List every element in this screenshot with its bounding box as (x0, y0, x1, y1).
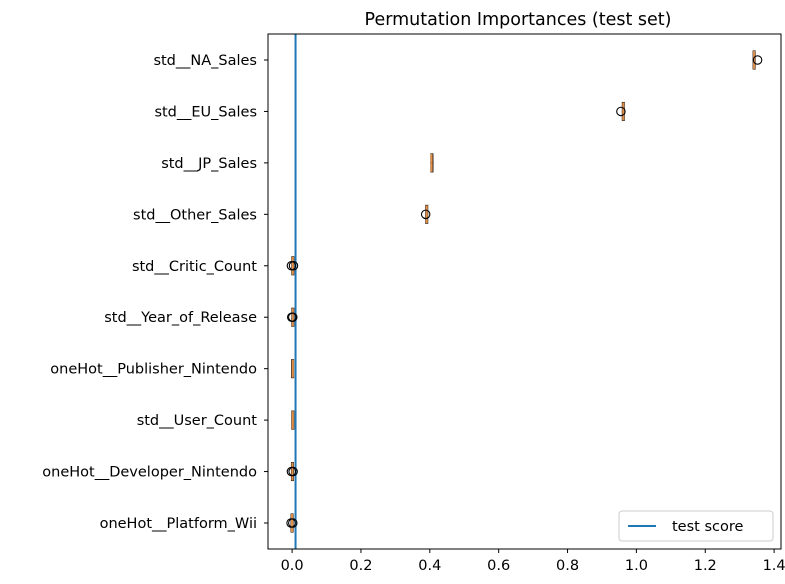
legend: test score (618, 510, 774, 542)
y-tick-label: oneHot__Developer_Nintendo (42, 465, 257, 481)
x-tick-label: 0.8 (556, 558, 579, 574)
x-tick-label: 0.0 (281, 558, 304, 574)
plot-area (286, 34, 763, 549)
box-std-na-sales (752, 50, 763, 70)
x-tick-label: 1.2 (694, 558, 717, 574)
y-tick-label: std__Critic_Count (132, 259, 257, 275)
x-tick-label: 0.2 (349, 558, 372, 574)
outlier-point (752, 55, 763, 65)
box-std-critic-count (286, 256, 299, 276)
legend-box (618, 510, 774, 542)
y-tick-label: std__User_Count (137, 413, 258, 429)
y-tick-label: oneHot__Publisher_Nintendo (50, 362, 257, 378)
y-tick-label: std__Year_of_Release (104, 310, 257, 326)
y-tick-label: std__NA_Sales (153, 53, 257, 69)
box-std-jp-sales (430, 153, 434, 173)
y-tick-label: std__EU_Sales (154, 104, 257, 120)
x-tick-label: 1.0 (625, 558, 648, 574)
outlier-point (288, 261, 299, 271)
box-std-user-count (291, 410, 295, 430)
box-std-eu-sales (616, 101, 626, 121)
legend-label-test-score: test score (672, 519, 743, 535)
box-onehot-platform-wii (286, 513, 298, 533)
outlier-point (288, 466, 298, 477)
box-onehot-developer-nintendo (286, 462, 298, 482)
outlier-point (288, 518, 298, 528)
y-tick-label: oneHot__Platform_Wii (100, 516, 257, 532)
outlier-point (288, 312, 298, 322)
axes-frame (267, 33, 782, 550)
x-tick-label: 1.4 (763, 558, 785, 574)
chart-title: Permutation Importances (test set) (365, 10, 672, 30)
y-tick-label: std__Other_Sales (133, 207, 257, 223)
x-tick-label: 0.4 (418, 558, 441, 574)
box-std-year-of-release (287, 307, 298, 327)
box-onehot-publisher-nintendo (291, 359, 295, 379)
x-tick-label: 0.6 (487, 558, 510, 574)
outlier-point (420, 209, 431, 220)
box-std-other-sales (420, 204, 431, 224)
y-tick-label: std__JP_Sales (161, 156, 257, 172)
outlier-point (616, 106, 626, 117)
